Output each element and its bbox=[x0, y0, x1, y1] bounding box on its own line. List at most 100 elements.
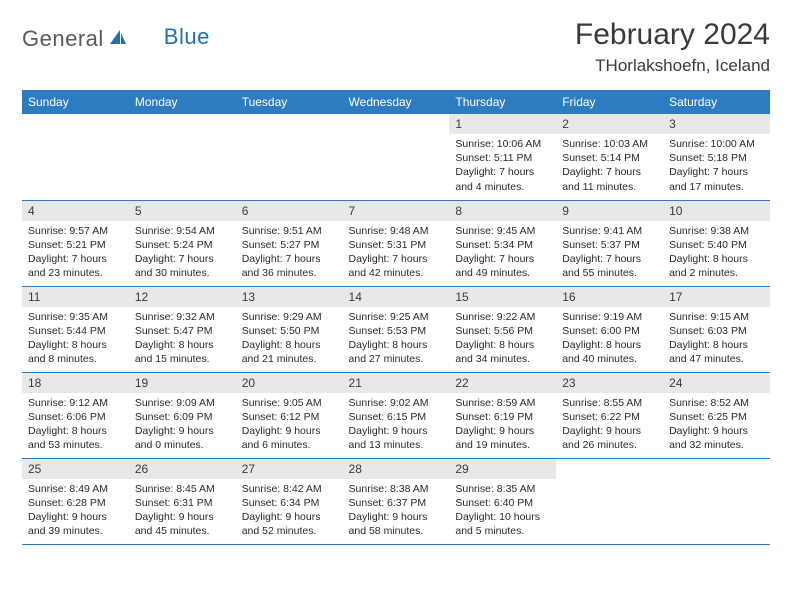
day-number: 1 bbox=[449, 114, 556, 134]
day-cell: 13Sunrise: 9:29 AMSunset: 5:50 PMDayligh… bbox=[236, 286, 343, 372]
day-number: 22 bbox=[449, 373, 556, 393]
day-details: Sunrise: 9:12 AMSunset: 6:06 PMDaylight:… bbox=[22, 393, 129, 457]
day-details: Sunrise: 9:29 AMSunset: 5:50 PMDaylight:… bbox=[236, 307, 343, 371]
day-number: 11 bbox=[22, 287, 129, 307]
day-header-cell: Thursday bbox=[449, 90, 556, 114]
day-details: Sunrise: 10:06 AMSunset: 5:11 PMDaylight… bbox=[449, 134, 556, 198]
day-details: Sunrise: 8:52 AMSunset: 6:25 PMDaylight:… bbox=[663, 393, 770, 457]
day-number: 2 bbox=[556, 114, 663, 134]
day-cell: 29Sunrise: 8:35 AMSunset: 6:40 PMDayligh… bbox=[449, 458, 556, 544]
day-details: Sunrise: 9:57 AMSunset: 5:21 PMDaylight:… bbox=[22, 221, 129, 285]
day-header-cell: Tuesday bbox=[236, 90, 343, 114]
day-number: 28 bbox=[343, 459, 450, 479]
week-row: 4Sunrise: 9:57 AMSunset: 5:21 PMDaylight… bbox=[22, 200, 770, 286]
day-cell: 16Sunrise: 9:19 AMSunset: 6:00 PMDayligh… bbox=[556, 286, 663, 372]
day-cell bbox=[343, 114, 450, 200]
day-number: 3 bbox=[663, 114, 770, 134]
page-header: General Blue February 2024 THorlakshoefn… bbox=[22, 18, 770, 76]
brand-name-gray: General bbox=[22, 26, 104, 52]
day-number: 15 bbox=[449, 287, 556, 307]
title-block: February 2024 THorlakshoefn, Iceland bbox=[575, 18, 770, 76]
day-details: Sunrise: 8:59 AMSunset: 6:19 PMDaylight:… bbox=[449, 393, 556, 457]
day-cell: 25Sunrise: 8:49 AMSunset: 6:28 PMDayligh… bbox=[22, 458, 129, 544]
day-header-cell: Sunday bbox=[22, 90, 129, 114]
calendar-page: General Blue February 2024 THorlakshoefn… bbox=[0, 0, 792, 612]
day-number: 9 bbox=[556, 201, 663, 221]
day-header-row: SundayMondayTuesdayWednesdayThursdayFrid… bbox=[22, 90, 770, 114]
day-cell: 27Sunrise: 8:42 AMSunset: 6:34 PMDayligh… bbox=[236, 458, 343, 544]
day-cell: 12Sunrise: 9:32 AMSunset: 5:47 PMDayligh… bbox=[129, 286, 236, 372]
day-details: Sunrise: 9:09 AMSunset: 6:09 PMDaylight:… bbox=[129, 393, 236, 457]
day-details: Sunrise: 8:35 AMSunset: 6:40 PMDaylight:… bbox=[449, 479, 556, 543]
day-cell: 17Sunrise: 9:15 AMSunset: 6:03 PMDayligh… bbox=[663, 286, 770, 372]
day-cell: 7Sunrise: 9:48 AMSunset: 5:31 PMDaylight… bbox=[343, 200, 450, 286]
day-number: 10 bbox=[663, 201, 770, 221]
day-number: 7 bbox=[343, 201, 450, 221]
day-details: Sunrise: 9:45 AMSunset: 5:34 PMDaylight:… bbox=[449, 221, 556, 285]
day-number: 20 bbox=[236, 373, 343, 393]
week-row: 25Sunrise: 8:49 AMSunset: 6:28 PMDayligh… bbox=[22, 458, 770, 544]
day-details: Sunrise: 9:15 AMSunset: 6:03 PMDaylight:… bbox=[663, 307, 770, 371]
day-cell: 22Sunrise: 8:59 AMSunset: 6:19 PMDayligh… bbox=[449, 372, 556, 458]
day-cell: 5Sunrise: 9:54 AMSunset: 5:24 PMDaylight… bbox=[129, 200, 236, 286]
calendar-table: SundayMondayTuesdayWednesdayThursdayFrid… bbox=[22, 90, 770, 545]
day-details: Sunrise: 9:19 AMSunset: 6:00 PMDaylight:… bbox=[556, 307, 663, 371]
day-cell: 18Sunrise: 9:12 AMSunset: 6:06 PMDayligh… bbox=[22, 372, 129, 458]
day-number: 4 bbox=[22, 201, 129, 221]
day-details: Sunrise: 8:38 AMSunset: 6:37 PMDaylight:… bbox=[343, 479, 450, 543]
day-details: Sunrise: 8:49 AMSunset: 6:28 PMDaylight:… bbox=[22, 479, 129, 543]
day-number: 16 bbox=[556, 287, 663, 307]
day-number: 26 bbox=[129, 459, 236, 479]
day-cell: 26Sunrise: 8:45 AMSunset: 6:31 PMDayligh… bbox=[129, 458, 236, 544]
day-cell: 10Sunrise: 9:38 AMSunset: 5:40 PMDayligh… bbox=[663, 200, 770, 286]
month-title: February 2024 bbox=[575, 18, 770, 52]
day-cell: 6Sunrise: 9:51 AMSunset: 5:27 PMDaylight… bbox=[236, 200, 343, 286]
day-number: 13 bbox=[236, 287, 343, 307]
day-header-cell: Friday bbox=[556, 90, 663, 114]
sail-icon bbox=[108, 28, 128, 51]
day-number: 8 bbox=[449, 201, 556, 221]
day-details: Sunrise: 9:41 AMSunset: 5:37 PMDaylight:… bbox=[556, 221, 663, 285]
day-cell: 2Sunrise: 10:03 AMSunset: 5:14 PMDayligh… bbox=[556, 114, 663, 200]
day-number: 25 bbox=[22, 459, 129, 479]
day-header-cell: Monday bbox=[129, 90, 236, 114]
day-cell: 15Sunrise: 9:22 AMSunset: 5:56 PMDayligh… bbox=[449, 286, 556, 372]
day-number: 27 bbox=[236, 459, 343, 479]
day-number: 18 bbox=[22, 373, 129, 393]
day-details: Sunrise: 9:22 AMSunset: 5:56 PMDaylight:… bbox=[449, 307, 556, 371]
day-header-cell: Saturday bbox=[663, 90, 770, 114]
day-number: 14 bbox=[343, 287, 450, 307]
day-cell bbox=[129, 114, 236, 200]
week-row: 11Sunrise: 9:35 AMSunset: 5:44 PMDayligh… bbox=[22, 286, 770, 372]
brand-name-blue: Blue bbox=[164, 24, 210, 50]
day-number: 23 bbox=[556, 373, 663, 393]
day-details: Sunrise: 9:54 AMSunset: 5:24 PMDaylight:… bbox=[129, 221, 236, 285]
day-cell bbox=[22, 114, 129, 200]
day-cell: 4Sunrise: 9:57 AMSunset: 5:21 PMDaylight… bbox=[22, 200, 129, 286]
day-details: Sunrise: 9:38 AMSunset: 5:40 PMDaylight:… bbox=[663, 221, 770, 285]
day-number: 6 bbox=[236, 201, 343, 221]
brand-logo: General Blue bbox=[22, 26, 210, 52]
day-number: 5 bbox=[129, 201, 236, 221]
location-label: THorlakshoefn, Iceland bbox=[575, 56, 770, 76]
day-details: Sunrise: 10:00 AMSunset: 5:18 PMDaylight… bbox=[663, 134, 770, 198]
day-number: 21 bbox=[343, 373, 450, 393]
day-details: Sunrise: 9:51 AMSunset: 5:27 PMDaylight:… bbox=[236, 221, 343, 285]
day-header-cell: Wednesday bbox=[343, 90, 450, 114]
day-cell: 28Sunrise: 8:38 AMSunset: 6:37 PMDayligh… bbox=[343, 458, 450, 544]
day-details: Sunrise: 9:05 AMSunset: 6:12 PMDaylight:… bbox=[236, 393, 343, 457]
day-number: 19 bbox=[129, 373, 236, 393]
day-cell: 9Sunrise: 9:41 AMSunset: 5:37 PMDaylight… bbox=[556, 200, 663, 286]
day-cell: 24Sunrise: 8:52 AMSunset: 6:25 PMDayligh… bbox=[663, 372, 770, 458]
day-cell bbox=[556, 458, 663, 544]
day-details: Sunrise: 8:45 AMSunset: 6:31 PMDaylight:… bbox=[129, 479, 236, 543]
week-row: 18Sunrise: 9:12 AMSunset: 6:06 PMDayligh… bbox=[22, 372, 770, 458]
day-cell bbox=[236, 114, 343, 200]
day-details: Sunrise: 9:48 AMSunset: 5:31 PMDaylight:… bbox=[343, 221, 450, 285]
day-cell: 23Sunrise: 8:55 AMSunset: 6:22 PMDayligh… bbox=[556, 372, 663, 458]
day-details: Sunrise: 10:03 AMSunset: 5:14 PMDaylight… bbox=[556, 134, 663, 198]
day-details: Sunrise: 8:42 AMSunset: 6:34 PMDaylight:… bbox=[236, 479, 343, 543]
day-cell bbox=[663, 458, 770, 544]
day-details: Sunrise: 8:55 AMSunset: 6:22 PMDaylight:… bbox=[556, 393, 663, 457]
day-cell: 11Sunrise: 9:35 AMSunset: 5:44 PMDayligh… bbox=[22, 286, 129, 372]
